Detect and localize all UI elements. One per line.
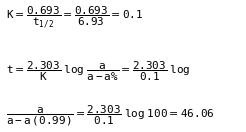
Text: $\mathtt{t} = \dfrac{\mathtt{2.303}}{\mathtt{K}} \mathtt{\;log\;} \dfrac{\mathtt: $\mathtt{t} = \dfrac{\mathtt{2.303}}{\ma… bbox=[6, 60, 190, 83]
Text: $\mathtt{K} = \dfrac{\mathtt{0.693}}{\mathtt{t_{1/2}}} = \dfrac{\mathtt{0.693}}{: $\mathtt{K} = \dfrac{\mathtt{0.693}}{\ma… bbox=[6, 4, 143, 30]
Text: $\dfrac{\mathtt{a}}{\mathtt{a-a\,(0.99)}} = \dfrac{\mathtt{2.303}}{\mathtt{0.1}}: $\dfrac{\mathtt{a}}{\mathtt{a-a\,(0.99)}… bbox=[6, 104, 215, 128]
